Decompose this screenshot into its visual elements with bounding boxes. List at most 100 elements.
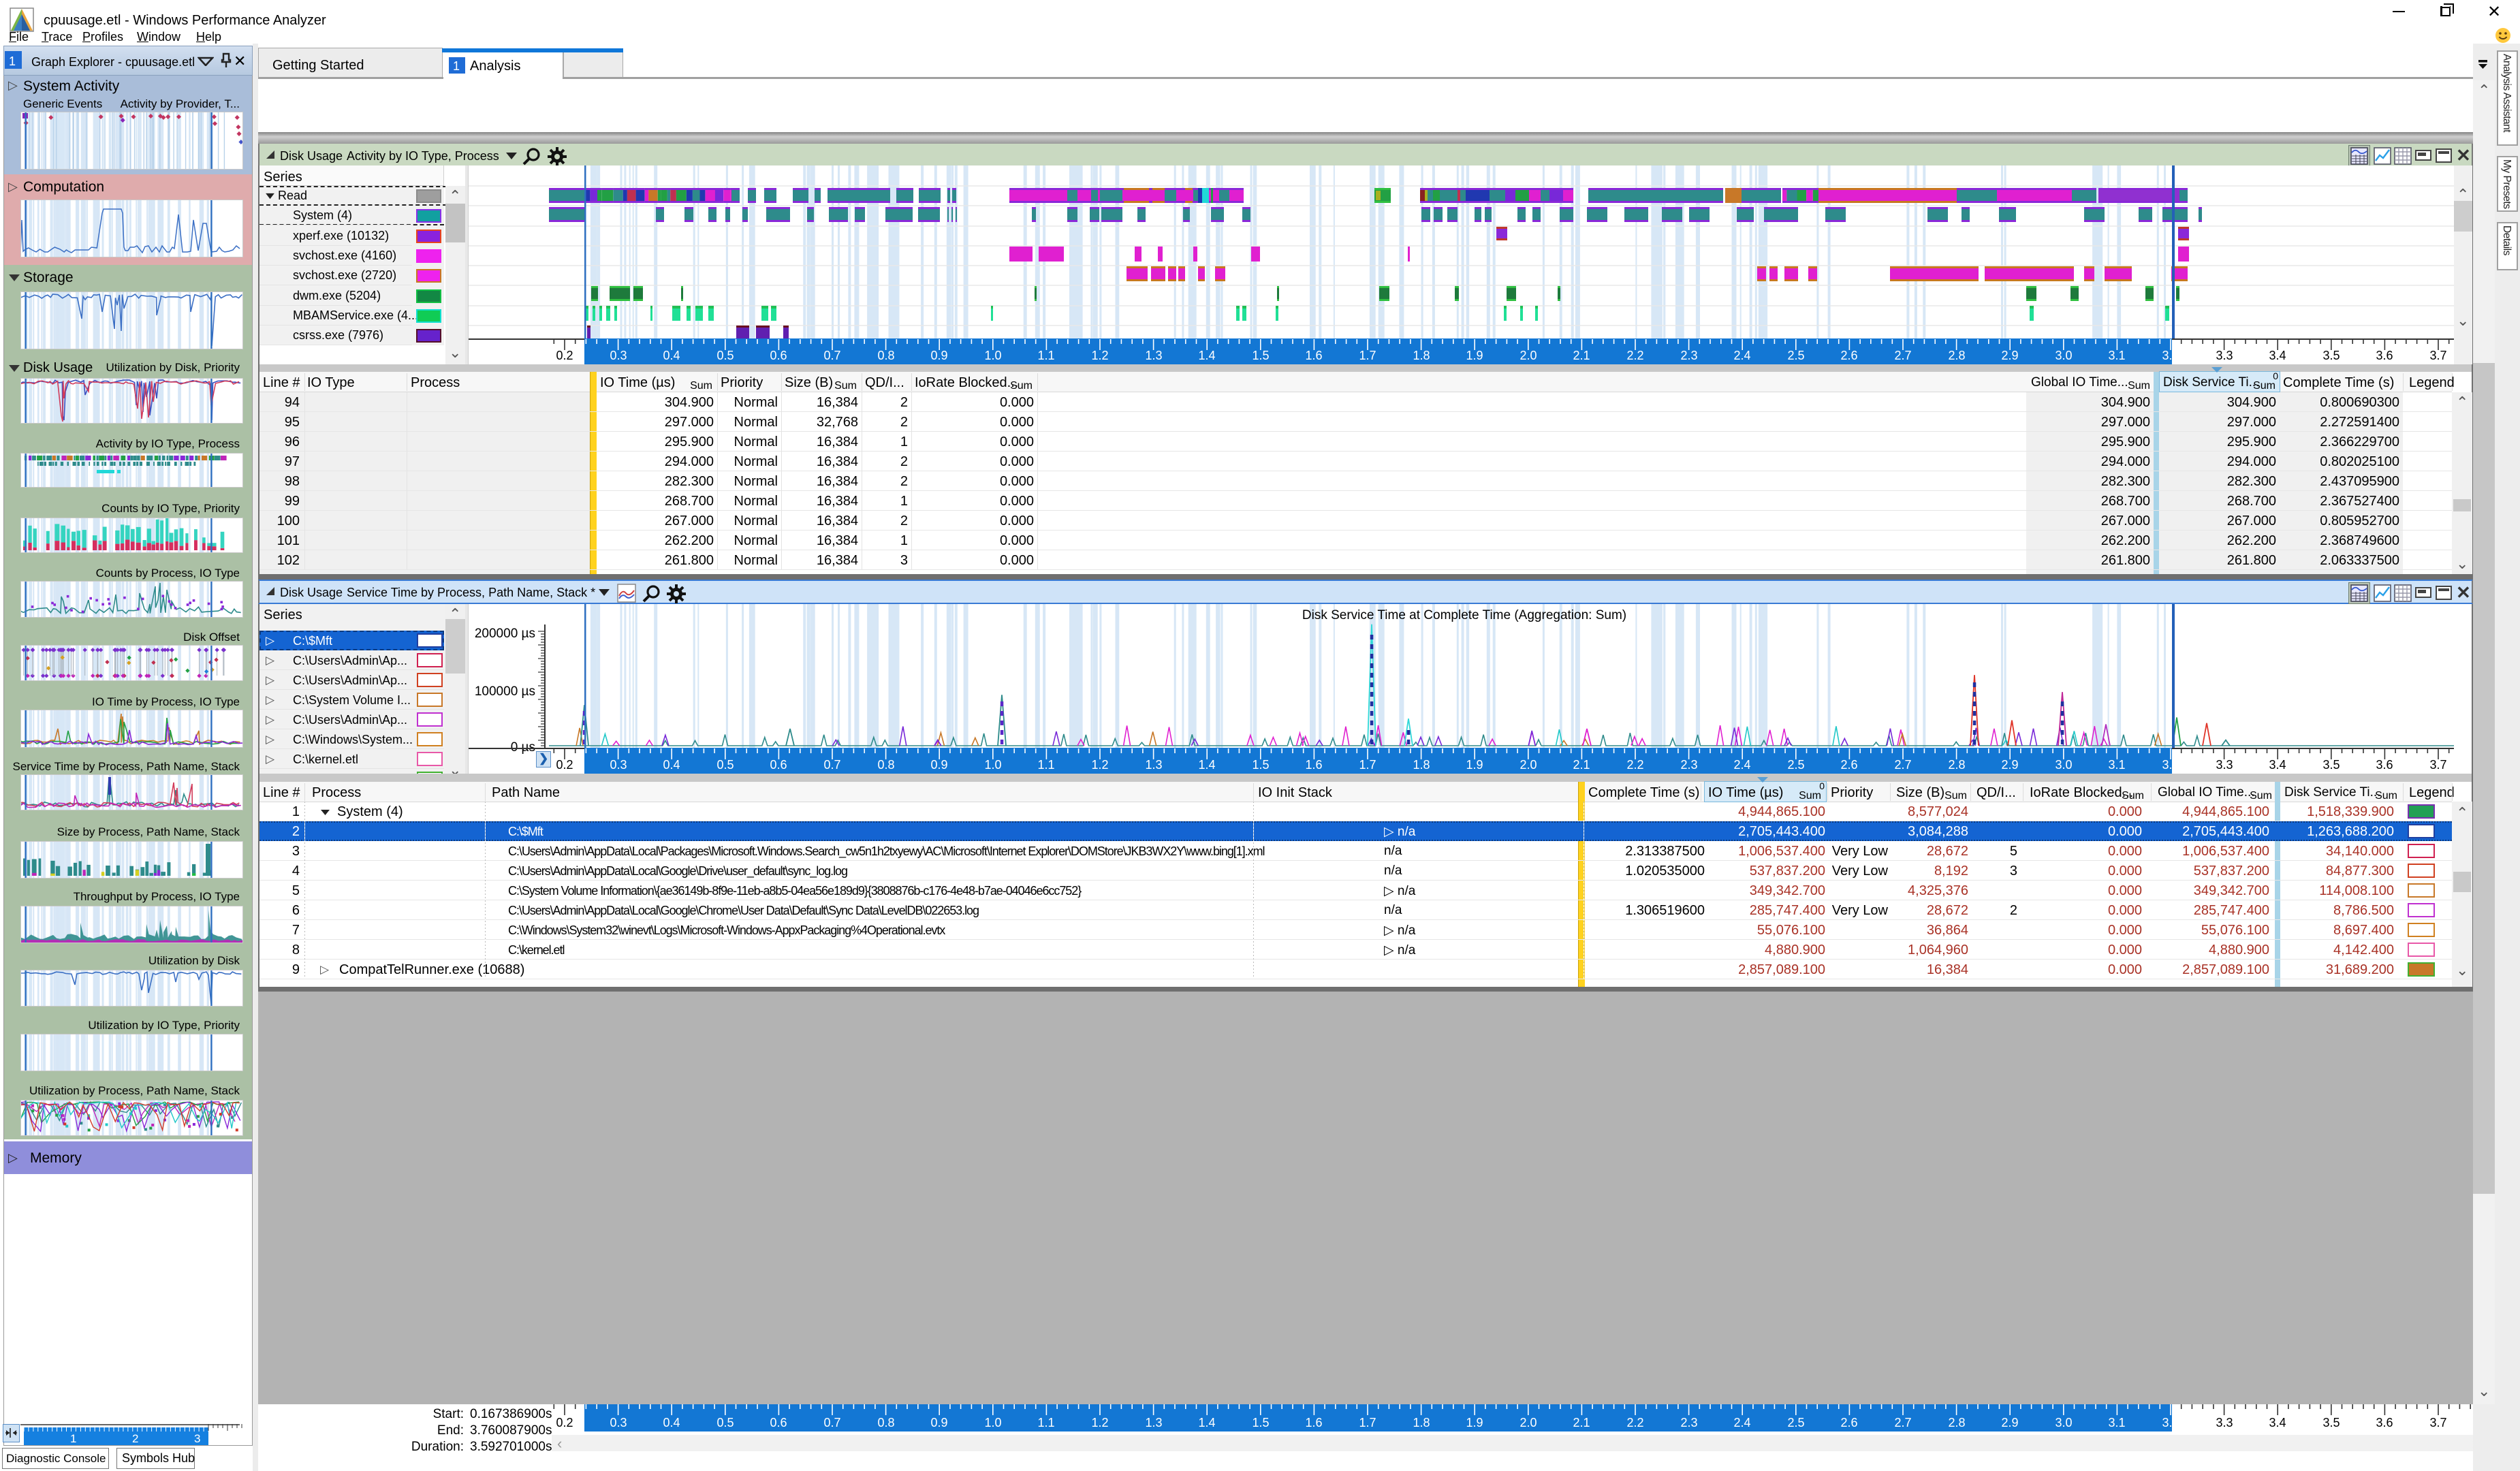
- svg-text:3.7: 3.7: [2429, 1416, 2446, 1429]
- svg-text:3.5: 3.5: [2322, 758, 2340, 772]
- svg-text:1.3: 1.3: [1145, 758, 1162, 772]
- svg-text:2.1: 2.1: [1573, 349, 1590, 362]
- svg-text:0.7: 0.7: [823, 1416, 840, 1429]
- svg-text:2.6: 2.6: [1840, 758, 1857, 772]
- svg-text:2.3: 2.3: [1680, 1416, 1697, 1429]
- svg-text:3.6: 3.6: [2376, 758, 2393, 772]
- svg-text:3.7: 3.7: [2429, 349, 2446, 362]
- svg-text:3.1: 3.1: [2108, 1416, 2125, 1429]
- svg-text:3.4: 3.4: [2269, 349, 2286, 362]
- svg-text:3.1: 3.1: [2108, 349, 2125, 362]
- svg-text:3.6: 3.6: [2376, 1416, 2393, 1429]
- svg-text:1.2: 1.2: [1091, 1416, 1108, 1429]
- svg-text:2.9: 2.9: [2001, 1416, 2018, 1429]
- svg-text:0.9: 0.9: [930, 1416, 947, 1429]
- svg-text:0.2: 0.2: [556, 758, 573, 772]
- svg-text:0.5: 0.5: [716, 1416, 734, 1429]
- svg-text:0.7: 0.7: [823, 349, 840, 362]
- svg-text:3.3: 3.3: [2216, 349, 2233, 362]
- svg-text:2.8: 2.8: [1948, 1416, 1965, 1429]
- svg-text:1.7: 1.7: [1359, 1416, 1376, 1429]
- svg-text:0.3: 0.3: [610, 758, 627, 772]
- svg-text:1.3: 1.3: [1145, 1416, 1162, 1429]
- svg-text:0.7: 0.7: [823, 758, 840, 772]
- svg-text:2.3: 2.3: [1680, 758, 1697, 772]
- svg-text:Disk Service Time at Complete: Disk Service Time at Complete Time (Aggr…: [1302, 608, 1626, 622]
- svg-text:1.7: 1.7: [1359, 349, 1376, 362]
- svg-text:1.9: 1.9: [1466, 1416, 1483, 1429]
- svg-text:2.4: 2.4: [1733, 349, 1750, 362]
- svg-text:0.6: 0.6: [770, 349, 787, 362]
- svg-text:3: 3: [194, 1432, 200, 1445]
- svg-text:0.3: 0.3: [610, 349, 627, 362]
- svg-text:1.3: 1.3: [1145, 349, 1162, 362]
- svg-text:2.6: 2.6: [1840, 349, 1857, 362]
- svg-text:1.8: 1.8: [1413, 349, 1430, 362]
- svg-text:2.0: 2.0: [1519, 349, 1537, 362]
- svg-text:0.6: 0.6: [770, 1416, 787, 1429]
- svg-text:0.8: 0.8: [877, 349, 894, 362]
- svg-text:3.1: 3.1: [2108, 758, 2125, 772]
- svg-text:3.4: 3.4: [2269, 1416, 2286, 1429]
- svg-text:3.2: 3.2: [2162, 349, 2179, 362]
- svg-text:2.7: 2.7: [1894, 349, 1911, 362]
- svg-text:3.0: 3.0: [2055, 349, 2072, 362]
- svg-text:1.6: 1.6: [1305, 758, 1322, 772]
- svg-text:1.2: 1.2: [1091, 758, 1108, 772]
- svg-text:1.1: 1.1: [1037, 1416, 1054, 1429]
- svg-text:2.7: 2.7: [1894, 758, 1911, 772]
- svg-text:1.7: 1.7: [1359, 758, 1376, 772]
- svg-text:3.4: 3.4: [2269, 758, 2286, 772]
- svg-text:3.5: 3.5: [2322, 349, 2340, 362]
- svg-text:1.4: 1.4: [1198, 349, 1215, 362]
- svg-text:2.9: 2.9: [2001, 758, 2018, 772]
- svg-text:2.2: 2.2: [1626, 758, 1643, 772]
- svg-text:3.0: 3.0: [2055, 1416, 2072, 1429]
- svg-text:0.8: 0.8: [877, 1416, 894, 1429]
- svg-text:1.8: 1.8: [1413, 1416, 1430, 1429]
- svg-text:2.5: 2.5: [1787, 349, 1804, 362]
- svg-text:0.2: 0.2: [556, 1416, 573, 1429]
- svg-text:2.2: 2.2: [1626, 1416, 1643, 1429]
- svg-text:1.6: 1.6: [1305, 1416, 1322, 1429]
- svg-text:3.5: 3.5: [2322, 1416, 2340, 1429]
- svg-text:1.9: 1.9: [1466, 758, 1483, 772]
- svg-text:2.2: 2.2: [1626, 349, 1643, 362]
- svg-text:1.1: 1.1: [1037, 349, 1054, 362]
- svg-text:2.5: 2.5: [1787, 1416, 1804, 1429]
- svg-text:3.2: 3.2: [2162, 1416, 2179, 1429]
- svg-text:3.0: 3.0: [2055, 758, 2072, 772]
- svg-text:1.9: 1.9: [1466, 349, 1483, 362]
- svg-text:2.7: 2.7: [1894, 1416, 1911, 1429]
- svg-text:2.0: 2.0: [1519, 1416, 1537, 1429]
- svg-text:1.0: 1.0: [984, 758, 1001, 772]
- svg-text:0.3: 0.3: [610, 1416, 627, 1429]
- svg-text:1.5: 1.5: [1252, 758, 1269, 772]
- svg-text:2.4: 2.4: [1733, 758, 1750, 772]
- svg-text:2.5: 2.5: [1787, 758, 1804, 772]
- svg-text:3.3: 3.3: [2216, 1416, 2233, 1429]
- svg-text:1.5: 1.5: [1252, 349, 1269, 362]
- svg-text:1.6: 1.6: [1305, 349, 1322, 362]
- svg-text:1.2: 1.2: [1091, 349, 1108, 362]
- svg-text:3.3: 3.3: [2216, 758, 2233, 772]
- svg-text:1.1: 1.1: [1037, 758, 1054, 772]
- svg-text:1.5: 1.5: [1252, 1416, 1269, 1429]
- svg-text:0.2: 0.2: [556, 349, 573, 362]
- svg-text:0.5: 0.5: [716, 349, 734, 362]
- svg-text:2.6: 2.6: [1840, 1416, 1857, 1429]
- svg-text:1.4: 1.4: [1198, 758, 1215, 772]
- svg-text:3.2: 3.2: [2162, 758, 2179, 772]
- svg-text:2.1: 2.1: [1573, 758, 1590, 772]
- svg-text:1.4: 1.4: [1198, 1416, 1215, 1429]
- svg-text:0.4: 0.4: [663, 758, 680, 772]
- svg-text:0.8: 0.8: [877, 758, 894, 772]
- svg-text:0.9: 0.9: [930, 758, 947, 772]
- svg-text:0.4: 0.4: [663, 349, 680, 362]
- svg-text:3.6: 3.6: [2376, 349, 2393, 362]
- svg-text:0.4: 0.4: [663, 1416, 680, 1429]
- svg-text:2.1: 2.1: [1573, 1416, 1590, 1429]
- svg-text:3.7: 3.7: [2429, 758, 2446, 772]
- svg-text:1.0: 1.0: [984, 1416, 1001, 1429]
- svg-text:2.0: 2.0: [1519, 758, 1537, 772]
